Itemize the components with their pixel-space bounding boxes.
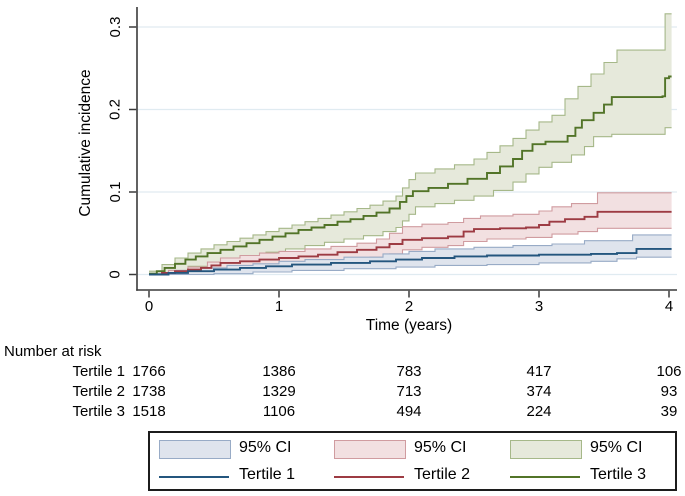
line-sample-tertile-3 [510, 476, 580, 478]
curve-tertile-1 [149, 247, 672, 276]
y-tick-0.1: 0.1 [107, 182, 124, 203]
risk-count: 1386 [262, 363, 296, 380]
curve-tertile-2 [149, 210, 672, 276]
risk-count: 494 [396, 403, 422, 420]
risk-row-tertile-3: Tertile 3 1518 1106 494 224 39 [0, 403, 685, 420]
line-label: Tertile 1 [239, 466, 296, 483]
ci-label: 95% CI [590, 439, 643, 456]
ci-band-swatch-tertile-3 [510, 440, 582, 459]
plot-legend: 95% CI Tertile 1 95% CI Tertile 2 95% CI… [148, 431, 677, 491]
risk-row-label: Tertile 3 [72, 403, 125, 420]
risk-count: 1766 [132, 363, 166, 380]
ci-upper-edge-tertile-2 [149, 192, 672, 275]
x-axis-title: Time (years) [366, 317, 452, 334]
risk-count: 1518 [132, 403, 166, 420]
risk-count: 106 [656, 363, 682, 380]
x-tick-2: 2 [405, 298, 413, 315]
risk-row-tertile-1: Tertile 1 1766 1386 783 417 106 [0, 363, 685, 380]
risk-count: 1106 [262, 403, 296, 420]
x-tick-3: 3 [535, 298, 543, 315]
ci-band-tertile-3 [149, 13, 672, 275]
plot-graphics [129, 7, 677, 298]
risk-count: 1329 [262, 383, 296, 400]
risk-count: 93 [660, 383, 678, 400]
risk-count: 1738 [132, 383, 166, 400]
risk-count: 39 [660, 403, 678, 420]
risk-row-tertile-2: Tertile 2 1738 1329 713 374 93 [0, 383, 685, 400]
risk-count: 783 [396, 363, 422, 380]
line-sample-tertile-2 [334, 476, 404, 478]
ci-band-tertile-2 [149, 192, 672, 275]
risk-table-title: Number at risk [4, 343, 102, 360]
curve-tertile-3 [149, 75, 672, 275]
x-tick-0: 0 [145, 298, 153, 315]
y-tick-0: 0 [107, 270, 124, 278]
ci-band-swatch-tertile-1 [159, 440, 231, 459]
ci-upper-edge-tertile-3 [149, 13, 672, 272]
y-tick-0.2: 0.2 [107, 99, 124, 120]
ci-band-swatch-tertile-2 [334, 440, 406, 459]
risk-count: 224 [526, 403, 552, 420]
x-tick-4: 4 [665, 298, 673, 315]
line-label: Tertile 2 [414, 466, 471, 483]
risk-count: 374 [526, 383, 552, 400]
ci-lower-edge-tertile-1 [149, 256, 672, 276]
ci-band-tertile-1 [149, 234, 672, 275]
cumulative-incidence-plot: 0 0.1 0.2 0.3 Cumulative incidence 0 1 2… [77, 7, 677, 334]
x-tick-1: 1 [275, 298, 283, 315]
risk-count: 713 [396, 383, 422, 400]
risk-count: 417 [526, 363, 552, 380]
y-tick-0.3: 0.3 [107, 17, 124, 38]
line-sample-tertile-1 [159, 476, 229, 478]
risk-row-label: Tertile 1 [72, 363, 125, 380]
ci-label: 95% CI [414, 439, 467, 456]
ci-upper-edge-tertile-1 [149, 234, 672, 275]
line-label: Tertile 3 [590, 466, 647, 483]
y-axis-title: Cumulative incidence [77, 69, 94, 216]
ci-label: 95% CI [239, 439, 292, 456]
risk-row-label: Tertile 2 [72, 383, 125, 400]
